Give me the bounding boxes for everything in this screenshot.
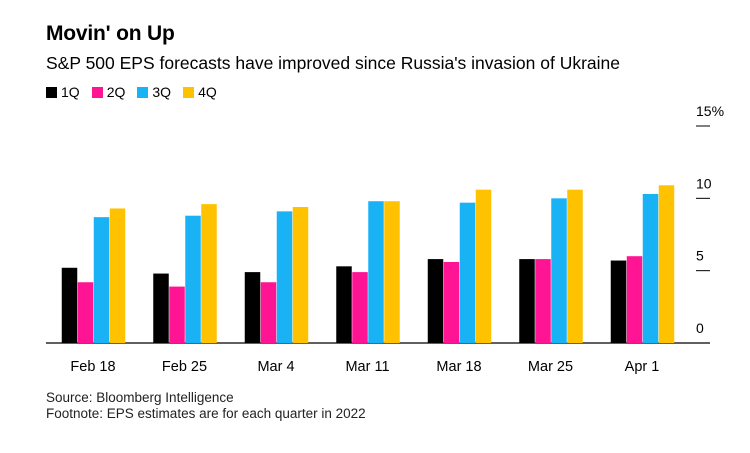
legend-item-2q: 2Q xyxy=(91,84,126,100)
x-tick-label: Feb 25 xyxy=(162,359,207,375)
bar-1q-mar-18 xyxy=(427,259,444,343)
x-tick-label: Mar 25 xyxy=(528,359,573,375)
legend-item-4q: 4Q xyxy=(183,84,217,100)
bar-2q-apr-1 xyxy=(626,256,643,343)
bar-2q-feb-25 xyxy=(169,286,185,343)
legend-item-3q: 3Q xyxy=(137,84,171,100)
bar-4q-apr-1 xyxy=(658,185,675,343)
x-tick-label: Mar 11 xyxy=(345,359,389,375)
bar-4q-mar-4 xyxy=(292,207,309,343)
y-tick-label: 0 xyxy=(696,320,704,336)
legend-label-4q: 4Q xyxy=(198,84,217,100)
bar-3q-mar-4 xyxy=(276,211,293,343)
bar-1q-mar-4 xyxy=(244,272,261,343)
source-note: Source: Bloomberg Intelligence xyxy=(46,390,234,405)
bar-3q-mar-18 xyxy=(459,202,476,343)
bar-4q-feb-25 xyxy=(201,204,217,343)
legend-swatch-3q xyxy=(137,86,149,98)
bar-3q-feb-25 xyxy=(185,215,201,343)
bar-1q-feb-18 xyxy=(61,267,78,343)
bar-2q-mar-4 xyxy=(260,282,277,343)
legend-label-1q: 1Q xyxy=(61,84,80,100)
legend-swatch-2q xyxy=(91,86,103,98)
bar-1q-mar-11 xyxy=(336,266,352,343)
bar-4q-mar-25 xyxy=(567,189,583,343)
y-tick-label: 10 xyxy=(696,175,712,191)
bar-3q-mar-25 xyxy=(551,198,567,343)
x-tick-label: Mar 18 xyxy=(436,359,481,375)
x-tick-label: Mar 4 xyxy=(257,359,294,375)
bar-4q-feb-18 xyxy=(109,208,126,343)
bar-1q-feb-25 xyxy=(153,273,169,343)
legend-item-1q: 1Q xyxy=(46,84,80,100)
y-tick-label: 5 xyxy=(696,248,704,264)
bar-3q-feb-18 xyxy=(93,217,110,343)
legend-swatch-1q xyxy=(46,86,57,98)
bar-3q-apr-1 xyxy=(642,193,659,343)
bar-4q-mar-18 xyxy=(475,189,492,343)
bar-1q-apr-1 xyxy=(610,260,627,343)
x-tick-label: Feb 18 xyxy=(70,359,115,375)
bar-1q-mar-25 xyxy=(519,259,535,343)
footer: Source: Bloomberg Intelligence Footnote:… xyxy=(46,390,366,422)
bar-2q-mar-25 xyxy=(535,259,551,343)
legend-swatch-4q xyxy=(183,86,195,98)
bar-2q-mar-11 xyxy=(352,272,368,343)
legend-label-3q: 3Q xyxy=(152,84,172,100)
footnote: Footnote: EPS estimates are for each qua… xyxy=(46,406,366,421)
bar-4q-mar-11 xyxy=(384,201,400,343)
y-tick-label: 15% xyxy=(696,103,724,119)
legend: 1Q 2Q 3Q 4Q xyxy=(46,84,217,100)
bar-2q-mar-18 xyxy=(443,261,460,343)
chart-subtitle: S&P 500 EPS forecasts have improved sinc… xyxy=(46,53,620,73)
x-tick-label: Apr 1 xyxy=(625,359,660,375)
chart-title: Movin' on Up xyxy=(46,22,175,45)
bar-3q-mar-11 xyxy=(368,201,384,343)
bar-2q-feb-18 xyxy=(77,282,94,343)
legend-label-2q: 2Q xyxy=(106,84,126,100)
